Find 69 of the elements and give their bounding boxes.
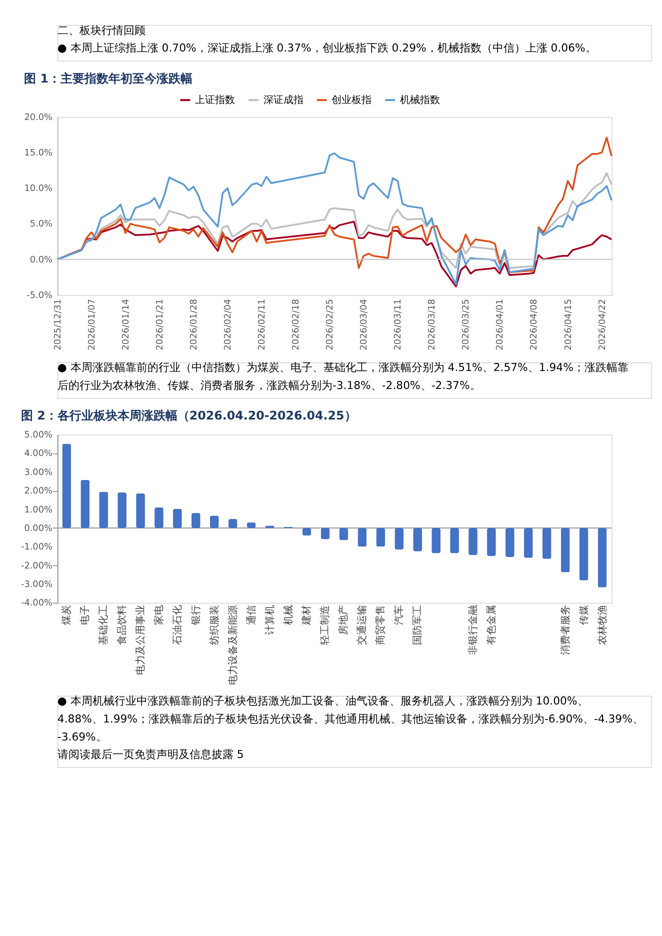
x-tick-label: 家电 [152,605,165,626]
text: ● 本周上证综指上涨 0.70%，深证成指上涨 0.37%，创业板指下跌 0.29%，机械指数（中信）上涨 0.06%。 [57,42,596,55]
x-tick-label: 商贸零售 [374,605,387,646]
x-tick-label: 传媒 [578,605,590,626]
x-tick-label: 2026/04/22 [598,298,608,350]
x-tick-label: 2026/02/04 [223,298,234,350]
y-tick-label: -3.00% [20,580,52,590]
y-tick-label: 3.00% [24,468,52,478]
x-tick-label: 电子 [79,605,92,626]
x-tick-label: 通信 [245,605,258,626]
x-tick-label: 轻工制造 [319,605,332,646]
chart-title: 图 1：主要指数年初至今涨跌幅 [24,71,193,86]
x-tick-label: 2026/04/08 [530,298,540,350]
x-tick-label: 2026/01/14 [121,298,132,350]
y-tick-label: 1.00% [24,505,52,516]
legend-label: 创业板指 [332,94,372,106]
y-tick-label: -5.0% [26,290,52,301]
x-tick-label: 基础化工 [98,605,110,646]
x-tick-label: 2026/02/18 [292,298,302,350]
text: ● 本周机械行业中涨跌幅靠前的子板块包括激光加工设备、油气设备、服务机器人，涨跌幅分别为 10.00%、4.88%、1.99%；涨跌幅靠后的子板块包括光伏设备、其他通用机械、其他运输设备，涨跌幅分别为-6.90%、-4.39%、-3.69%。 [57,694,644,744]
y-tick-label: 0.0% [30,255,52,266]
x-tick-label: 2026/04/01 [496,298,506,350]
y-tick-label: 0.00% [24,524,52,534]
x-tick-label: 银行 [190,605,202,626]
x-tick-label: 2026/03/11 [394,298,404,350]
x-tick-label: 房地产 [338,605,350,636]
x-tick-label: 非银行金融 [466,605,479,656]
x-tick-label: 电力设备及新能源 [226,605,239,686]
x-tick-label: 石油石化 [171,605,184,646]
text: 请阅读最后一页免责声明及信息披露 5 [57,748,244,762]
y-tick-label: 15.0% [24,148,52,158]
y-tick-label: -1.00% [20,542,52,553]
x-tick-label: 2026/02/11 [258,298,268,350]
y-tick-label: 2.00% [24,486,52,497]
y-tick-label: 4.00% [24,449,52,460]
y-tick-label: 10.0% [24,184,52,194]
y-tick-label: 20.0% [24,112,52,123]
text: ● 本周涨跌幅靠前的行业（中信指数）为煤炭、电子、基础化工，涨跌幅分别为 4.51%、2.57%、1.94%；涨跌幅靠后的行业为农林牧渔、传媒、消费者服务，涨跌幅分别为-3.18%、-2.80%、-2.37%。 [57,361,628,392]
x-tick-label: 汽车 [393,605,406,626]
x-tick-label: 国防军工 [412,605,424,646]
y-tick-label: -2.00% [20,561,52,572]
x-tick-label: 消费者服务 [559,605,572,656]
y-tick-label: 5.0% [30,220,52,230]
x-tick-label: 2026/01/21 [155,298,166,350]
x-tick-label: 交通运输 [356,605,368,646]
x-tick-label: 有色金属 [485,605,498,646]
x-tick-label: 2026/01/28 [189,298,200,350]
x-tick-label: 2025/12/31 [53,298,64,350]
text: 二、板块行情回顾 [57,24,146,37]
x-tick-label: 纺织服装 [208,605,220,646]
x-tick-label: 机械 [282,605,294,626]
x-tick-label: 2026/03/25 [462,298,472,350]
x-tick-label: 2026/03/18 [428,298,438,350]
x-tick-label: 2026/02/25 [326,298,336,350]
x-tick-label: 计算机 [264,605,276,636]
x-tick-label: 煤炭 [60,605,73,626]
x-tick-label: 建材 [300,605,313,626]
y-tick-label: -4.00% [20,598,52,609]
legend-label: 机械指数 [400,94,440,106]
legend-label: 上证指数 [195,94,236,106]
chart-title: 图 2：各行业板块本周涨跌幅（2026.04.20-2026.04.25） [20,408,356,423]
x-tick-label: 电力及公用事业 [134,605,146,676]
x-tick-label: 2026/01/07 [87,298,98,350]
x-tick-label: 农林牧渔 [596,605,608,646]
y-tick-label: 5.00% [24,430,52,441]
x-tick-label: 2026/04/15 [564,298,574,350]
legend-label: 深证成指 [263,94,304,106]
x-tick-label: 食品饮料 [116,605,128,646]
x-tick-label: 2026/03/04 [360,298,370,350]
